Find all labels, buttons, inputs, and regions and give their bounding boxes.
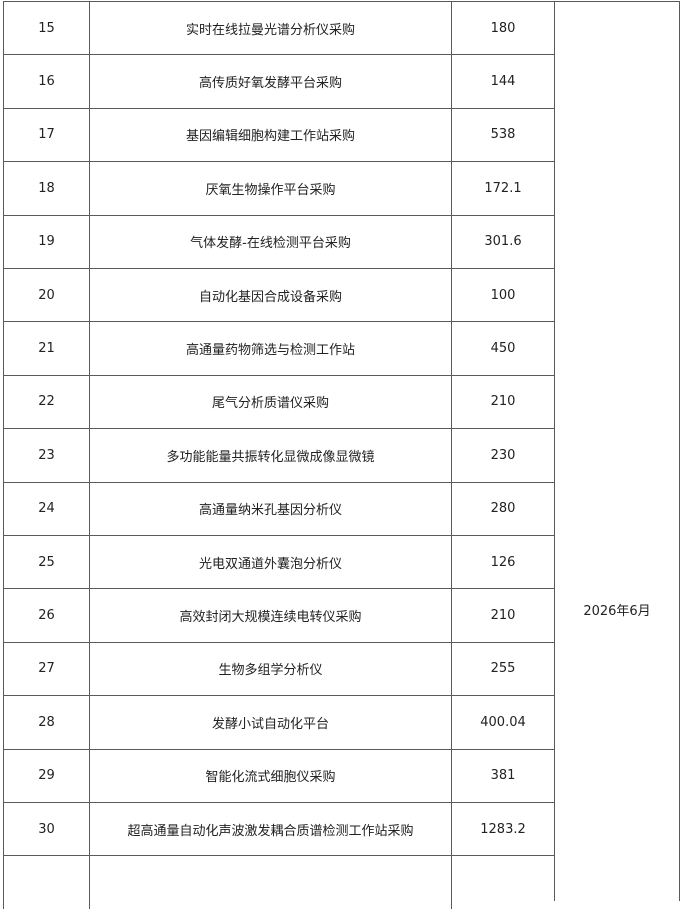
item-name-cell: 高传质好氧发酵平台采购 [89,54,451,108]
amount-cell: 230 [451,428,554,482]
item-name-cell: 光电双通道外囊泡分析仪 [89,535,451,589]
item-name-cell: 气体发酵-在线检测平台采购 [89,214,451,268]
row-number-cell: 15 [3,1,89,55]
item-name-cell: 生物多组学分析仪 [89,641,451,696]
amount-cell: 210 [451,374,554,429]
table-row: 23 多功能能量共振转化显微成像显微镜 230 [3,428,554,482]
row-number-cell: 19 [3,214,89,268]
amount-cell: 100 [451,268,554,322]
table-row: 15 实时在线拉曼光谱分析仪采购 180 [3,1,554,55]
amount-cell: 400.04 [451,695,554,749]
table-row: 27 生物多组学分析仪 255 [3,641,554,696]
table-row: 19 气体发酵-在线检测平台采购 301.6 [3,214,554,268]
row-number-cell: 16 [3,54,89,108]
date-cell: 2026年6月 [554,1,680,901]
row-number-cell: 29 [3,748,89,802]
row-number-cell: 22 [3,374,89,429]
row-number-cell: 21 [3,321,89,375]
item-name-cell: 自动化基因合成设备采购 [89,268,451,322]
table-row: 25 光电双通道外囊泡分析仪 126 [3,535,554,589]
table-row: 17 基因编辑细胞构建工作站采购 538 [3,107,554,162]
row-number-cell: 27 [3,641,89,696]
row-number-cell: 23 [3,428,89,482]
row-number-cell [3,855,89,909]
row-number-cell: 30 [3,802,89,856]
item-name-cell: 高通量药物筛选与检测工作站 [89,321,451,375]
item-name-cell: 超高通量自动化声波激发耦合质谱检测工作站采购 [89,802,451,856]
table-row: 18 厌氧生物操作平台采购 172.1 [3,161,554,215]
table-row: 26 高效封闭大规模连续电转仪采购 210 [3,588,554,642]
table-row: 28 发酵小试自动化平台 400.04 [3,695,554,749]
row-number-cell: 25 [3,535,89,589]
row-number-cell: 20 [3,268,89,322]
item-name-cell: 智能化流式细胞仪采购 [89,748,451,802]
table-row [3,855,554,909]
item-name-cell: 高效封闭大规模连续电转仪采购 [89,588,451,642]
amount-cell: 126 [451,535,554,589]
amount-cell: 381 [451,748,554,802]
date-text: 2026年6月 [583,604,651,619]
amount-cell: 1283.2 [451,802,554,856]
amount-cell: 210 [451,588,554,642]
table-row: 29 智能化流式细胞仪采购 381 [3,748,554,802]
row-number-cell: 17 [3,107,89,162]
table-row: 21 高通量药物筛选与检测工作站 450 [3,321,554,375]
amount-cell: 180 [451,1,554,55]
amount-cell: 144 [451,54,554,108]
item-name-cell: 实时在线拉曼光谱分析仪采购 [89,1,451,55]
table-row: 30 超高通量自动化声波激发耦合质谱检测工作站采购 1283.2 [3,802,554,856]
item-name-cell: 高通量纳米孔基因分析仪 [89,481,451,535]
table-row: 20 自动化基因合成设备采购 100 [3,268,554,322]
item-name-cell [89,855,451,909]
item-name-cell: 基因编辑细胞构建工作站采购 [89,107,451,162]
amount-cell: 255 [451,641,554,696]
amount-cell: 172.1 [451,161,554,215]
item-name-cell: 厌氧生物操作平台采购 [89,161,451,215]
amount-cell [451,855,554,909]
row-number-cell: 26 [3,588,89,642]
row-number-cell: 28 [3,695,89,749]
amount-cell: 280 [451,481,554,535]
amount-cell: 450 [451,321,554,375]
amount-cell: 301.6 [451,214,554,268]
item-name-cell: 尾气分析质谱仪采购 [89,374,451,429]
table-row: 24 高通量纳米孔基因分析仪 280 [3,481,554,535]
table-row: 16 高传质好氧发酵平台采购 144 [3,54,554,108]
item-name-cell: 发酵小试自动化平台 [89,695,451,749]
row-number-cell: 24 [3,481,89,535]
row-number-cell: 18 [3,161,89,215]
procurement-table: 2026年6月 15 实时在线拉曼光谱分析仪采购 180 16 高传质好氧发酵平台采购 1… [3,1,680,909]
table-row: 22 尾气分析质谱仪采购 210 [3,374,554,429]
item-name-cell: 多功能能量共振转化显微成像显微镜 [89,428,451,482]
amount-cell: 538 [451,107,554,162]
